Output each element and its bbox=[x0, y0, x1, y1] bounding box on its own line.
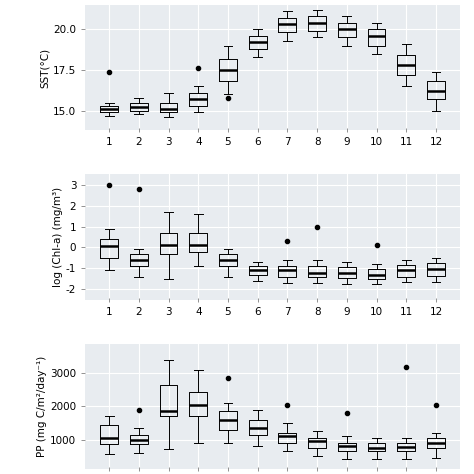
Y-axis label: log (Chl-a) (mg/m³): log (Chl-a) (mg/m³) bbox=[53, 187, 63, 287]
Y-axis label: SST(°C): SST(°C) bbox=[40, 47, 50, 88]
Y-axis label: PP (mg C/m²/day⁻¹): PP (mg C/m²/day⁻¹) bbox=[37, 356, 47, 457]
